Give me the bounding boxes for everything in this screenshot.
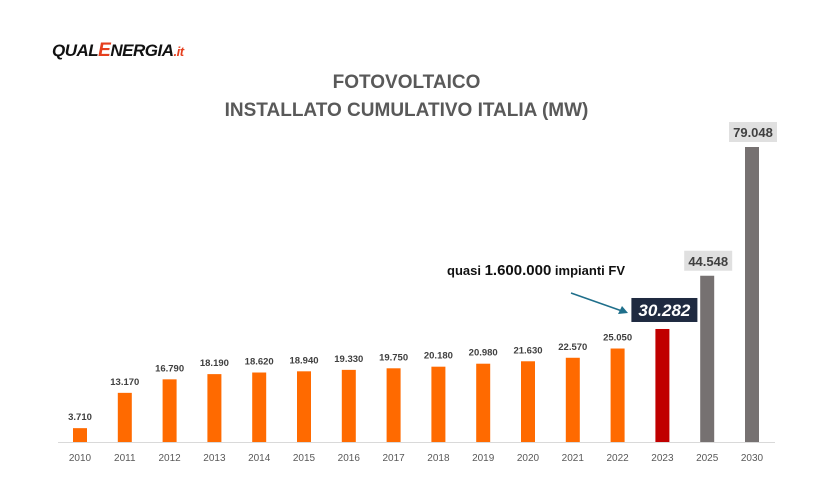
value-label: 3.710	[68, 412, 92, 423]
value-label: 30.282	[638, 301, 691, 320]
annotation-text: quasi 1.600.000 impianti FV	[447, 262, 625, 279]
bar-2020	[521, 361, 535, 442]
value-label: 18.940	[289, 355, 318, 366]
bar-2015	[297, 371, 311, 442]
value-label: 79.048	[733, 125, 773, 140]
bar-2011	[117, 392, 132, 442]
x-tick-label: 2018	[427, 453, 450, 464]
bar-2014	[252, 372, 267, 442]
annotation-arrow	[570, 292, 623, 312]
x-tick-label: 2010	[69, 453, 92, 464]
bar-2019	[476, 363, 491, 442]
x-tick-label: 2025	[696, 453, 719, 464]
value-label: 18.620	[245, 357, 274, 368]
x-tick-label: 2023	[651, 453, 674, 464]
bar-2021	[565, 357, 580, 442]
bar-2022	[610, 348, 625, 442]
qualenergia-logo: QUALENERGIA.it	[52, 40, 184, 61]
value-label-box	[729, 122, 777, 142]
x-tick-label: 2030	[741, 453, 764, 464]
annotation-arrowhead	[618, 306, 628, 314]
value-label: 19.330	[334, 354, 363, 365]
bar-2025	[700, 275, 715, 442]
value-label: 25.050	[603, 333, 632, 344]
value-label: 21.630	[513, 345, 542, 356]
value-label: 16.790	[155, 363, 184, 374]
bar-2010	[73, 428, 87, 442]
bar-2018	[431, 366, 446, 442]
value-label-box	[631, 297, 698, 322]
x-tick-label: 2019	[472, 453, 495, 464]
bar-2016	[341, 369, 356, 442]
bar-2030	[745, 147, 759, 442]
x-tick-label: 2020	[517, 453, 540, 464]
value-label: 13.170	[110, 377, 139, 388]
x-tick-label: 2015	[293, 453, 316, 464]
value-label: 20.980	[469, 348, 498, 359]
value-label: 44.548	[688, 254, 728, 269]
x-tick-label: 2011	[114, 453, 136, 464]
x-tick-label: 2012	[158, 453, 181, 464]
value-label-box	[684, 250, 733, 271]
value-label: 20.180	[424, 351, 453, 362]
value-label: 19.750	[379, 352, 408, 363]
bar-2012	[162, 379, 177, 442]
value-label: 18.190	[200, 358, 229, 369]
bar-2023	[655, 328, 670, 442]
x-tick-label: 2017	[382, 453, 405, 464]
x-tick-label: 2021	[562, 453, 585, 464]
bar-2013	[207, 374, 222, 442]
x-tick-label: 2013	[203, 453, 226, 464]
chart-title: FOTOVOLTAICO	[332, 72, 481, 93]
value-label: 22.570	[558, 342, 587, 353]
chart-subtitle: INSTALLATO CUMULATIVO ITALIA (MW)	[224, 100, 589, 121]
x-tick-label: 2016	[338, 453, 361, 464]
bar-2017	[386, 368, 401, 442]
x-tick-label: 2022	[606, 453, 629, 464]
x-tick-label: 2014	[248, 453, 271, 464]
